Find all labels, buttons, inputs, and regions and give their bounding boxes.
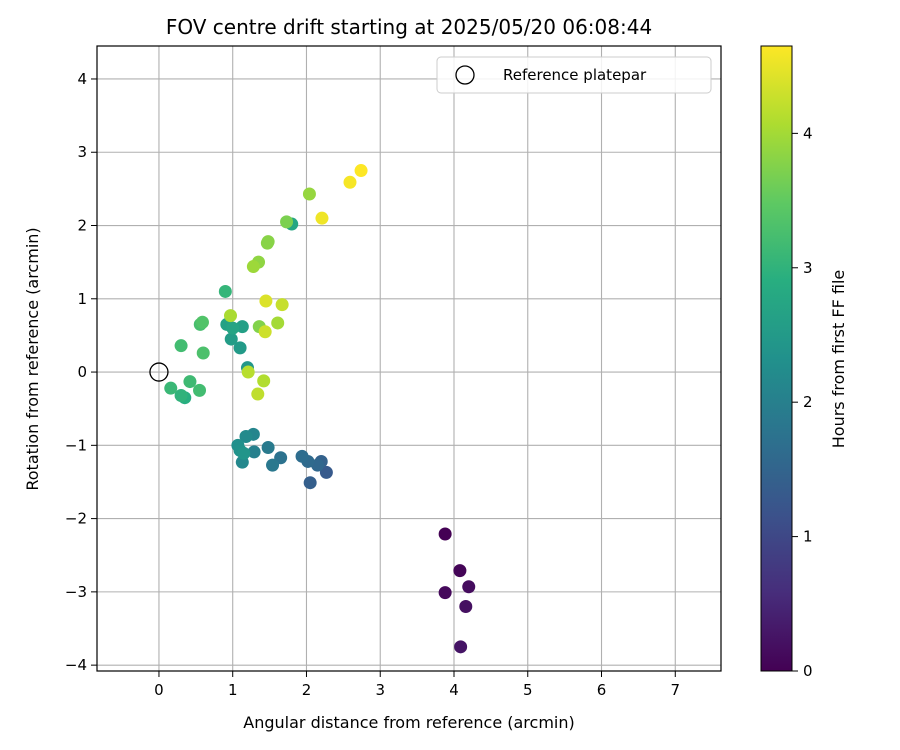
legend: Reference platepar [436, 56, 712, 94]
data-point [247, 445, 261, 459]
data-point [271, 316, 285, 330]
data-point [218, 284, 232, 298]
data-point [164, 381, 178, 395]
chart-title: FOV centre drift starting at 2025/05/20 … [166, 15, 652, 39]
x-tick-label: 4 [449, 681, 459, 699]
data-point [266, 458, 280, 472]
data-point [438, 527, 452, 541]
x-tick-label: 6 [597, 681, 607, 699]
data-point [438, 586, 452, 600]
data-point [303, 476, 317, 490]
data-point [174, 389, 188, 403]
data-point [196, 346, 210, 360]
plot-frame [96, 45, 722, 672]
data-point [259, 294, 273, 308]
data-point [319, 465, 333, 479]
y-axis-label: Rotation from reference (arcmin) [23, 227, 42, 490]
data-point [235, 320, 249, 334]
legend-box [436, 56, 712, 94]
colorbar-tick-label: 2 [803, 393, 813, 411]
data-point [295, 449, 309, 463]
x-tick-label: 1 [228, 681, 238, 699]
data-point [354, 164, 368, 178]
legend-entry-reference: Reference platepar [503, 66, 647, 84]
data-point [315, 211, 329, 225]
y-tick-label: 4 [77, 70, 87, 88]
colorbar-tick-label: 0 [803, 662, 813, 680]
data-point [257, 374, 271, 388]
data-point [261, 441, 275, 455]
data-point [261, 235, 275, 249]
data-point [280, 215, 294, 229]
data-point [454, 640, 468, 654]
x-tick-label: 7 [670, 681, 680, 699]
y-tick-label: 3 [77, 143, 87, 161]
data-point [462, 580, 476, 594]
legend-reference-marker [455, 65, 475, 85]
data-point [275, 298, 289, 312]
data-points [164, 164, 476, 654]
y-tick-label: 2 [77, 217, 87, 235]
y-tick-label: −1 [65, 436, 87, 454]
y-tick-label: −2 [65, 510, 87, 528]
data-point [233, 341, 247, 355]
data-point [193, 383, 207, 397]
x-tick-label: 2 [302, 681, 312, 699]
colorbar: 0 1 2 3 4 Hours from first FF file [760, 45, 848, 680]
colorbar-tick-label: 1 [803, 528, 813, 546]
data-point [459, 600, 473, 614]
y-tick-label: 1 [77, 290, 87, 308]
data-point [453, 564, 467, 578]
colorbar-ticks: 0 1 2 3 4 [792, 124, 813, 680]
x-axis-ticks: 0 1 2 3 4 5 6 7 [154, 671, 680, 699]
y-tick-label: 0 [77, 363, 87, 381]
data-point [224, 309, 238, 323]
grid-lines [97, 46, 721, 671]
x-tick-label: 3 [375, 681, 385, 699]
data-point [302, 187, 316, 201]
x-tick-label: 5 [523, 681, 533, 699]
data-point [239, 430, 253, 444]
colorbar-tick-label: 4 [803, 124, 813, 142]
data-point [183, 375, 197, 389]
reference-platepar-marker [149, 362, 169, 382]
data-point [246, 260, 260, 274]
data-point [251, 387, 265, 401]
data-point [174, 339, 188, 353]
y-tick-label: −4 [65, 656, 87, 674]
data-point [343, 175, 357, 189]
data-point [224, 332, 238, 346]
data-point [226, 321, 240, 335]
colorbar-gradient [760, 45, 793, 672]
colorbar-tick-label: 3 [803, 259, 813, 277]
x-axis-label: Angular distance from reference (arcmin) [243, 713, 574, 732]
y-axis-ticks: −4 −3 −2 −1 0 1 2 3 4 [65, 70, 97, 674]
data-point [258, 325, 272, 339]
x-tick-label: 0 [154, 681, 164, 699]
data-point [241, 365, 255, 379]
y-tick-label: −3 [65, 583, 87, 601]
data-point [237, 446, 251, 460]
colorbar-label: Hours from first FF file [829, 270, 848, 449]
data-point [195, 315, 209, 329]
